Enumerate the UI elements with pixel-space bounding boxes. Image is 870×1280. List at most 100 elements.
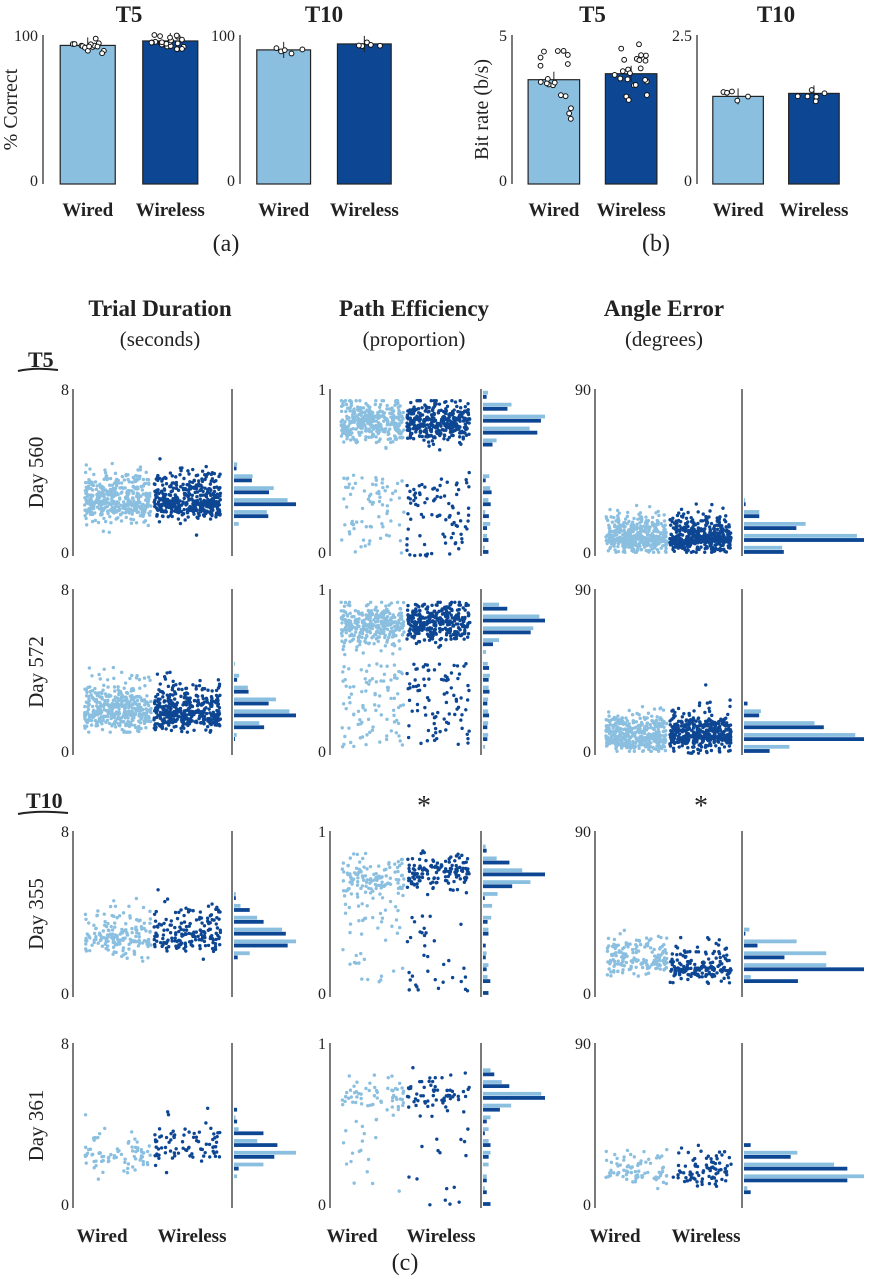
panel-c-headers: Trial Duration (seconds) Path Efficiency… <box>17 296 724 822</box>
data-point-wired <box>395 931 400 935</box>
data-point-wired <box>374 1088 379 1093</box>
data-point-wired <box>137 938 141 943</box>
data-point-wired <box>98 482 102 487</box>
data-point-wired <box>376 617 380 622</box>
data-point-wireless <box>182 946 186 951</box>
data-point-wireless <box>411 684 416 689</box>
data-point-wired <box>133 501 137 506</box>
data-point-wireless <box>457 440 462 445</box>
data-point-wired <box>110 488 114 492</box>
data-point-wired <box>87 697 91 701</box>
histogram-bar-wireless <box>483 1096 545 1100</box>
data-point <box>794 93 801 100</box>
data-point-wired <box>353 630 358 634</box>
data-point-wired <box>116 505 121 509</box>
data-point-wired <box>358 643 362 647</box>
data-point-wireless <box>451 888 455 892</box>
histogram-bar-wired <box>483 1127 489 1132</box>
data-point-wireless <box>213 1154 218 1159</box>
data-point-wireless <box>415 708 420 713</box>
data-point-wired <box>376 416 381 420</box>
data-point-wired <box>382 419 386 423</box>
data-point-wired <box>134 521 139 525</box>
data-point-wired <box>148 708 152 712</box>
data-point-wired <box>143 684 147 688</box>
histogram-bar-wired <box>483 1103 512 1108</box>
data-point-wired <box>374 478 379 482</box>
data-point-wired <box>349 875 353 879</box>
data-point-wired <box>95 505 100 509</box>
data-point-wired <box>402 877 406 881</box>
data-point-wireless <box>453 600 457 604</box>
data-point <box>734 97 741 104</box>
data-point-wired <box>119 716 124 720</box>
data-point-wired <box>348 922 353 926</box>
data-point-wireless <box>461 1089 466 1094</box>
data-point-wired <box>126 730 131 734</box>
histogram-bar-wired <box>234 1127 239 1132</box>
data-point-wireless <box>204 1121 208 1125</box>
histogram-bar-wired <box>234 709 290 714</box>
data-point-wireless <box>420 413 425 417</box>
data-point-wired <box>368 423 373 427</box>
data-point-wireless <box>406 512 410 516</box>
histogram-bar-wired <box>483 915 492 920</box>
data-point-wired <box>358 423 362 427</box>
data-point-wireless <box>198 497 202 501</box>
data-point-wireless <box>406 496 411 500</box>
data-point-wireless <box>179 726 183 730</box>
data-point-wired <box>83 704 87 709</box>
data-point-wired <box>370 728 375 732</box>
data-point-wired <box>93 699 97 703</box>
histogram-bar-wireless <box>234 502 296 507</box>
data-point-wireless <box>192 1131 196 1136</box>
data-point-wired <box>363 411 367 415</box>
data-point-wired <box>120 474 125 479</box>
data-point-wireless <box>184 686 188 691</box>
data-point-wireless <box>448 552 452 556</box>
data-point-wired <box>113 719 118 723</box>
data-point-wired <box>108 476 113 481</box>
data-point-wireless <box>405 543 409 547</box>
data-point-wired <box>349 1159 353 1164</box>
data-point-wireless <box>206 487 210 492</box>
data-point-wireless <box>467 688 471 693</box>
data-point-wired <box>386 437 391 441</box>
panel-label-a: (a) <box>213 231 240 257</box>
histogram-bar-wired <box>483 951 487 956</box>
y-tick-label-min: 0 <box>684 173 692 190</box>
data-point-wireless <box>406 603 410 608</box>
data-point-wireless <box>170 509 174 513</box>
data-point-wireless <box>455 866 460 870</box>
data-point-wired <box>662 519 667 523</box>
data-point-wireless <box>405 483 409 488</box>
data-point-wireless <box>173 936 177 940</box>
data-point-wired <box>390 1074 394 1078</box>
data-point-wireless <box>204 728 208 732</box>
data-point-wireless <box>447 413 451 417</box>
data-point-wired <box>343 600 348 605</box>
data-point-wired <box>97 1131 102 1136</box>
data-point-wired <box>113 689 117 693</box>
histogram-bar-wireless <box>234 490 270 495</box>
data-point-wireless <box>208 482 213 486</box>
data-point-wired <box>380 481 384 485</box>
data-point-wired <box>141 959 145 963</box>
data-point-wireless <box>413 868 417 872</box>
data-point-wireless <box>443 541 448 545</box>
data-point-wireless <box>431 406 435 410</box>
data-point-wireless <box>407 698 412 703</box>
data-point-wireless <box>199 938 204 942</box>
data-point-wireless <box>456 852 460 856</box>
data-point-wireless <box>431 1093 436 1098</box>
data-point-wireless <box>217 508 221 512</box>
data-point-wireless <box>412 424 417 428</box>
data-point-wired <box>119 930 124 935</box>
data-point-wired <box>367 886 371 891</box>
data-point-wired <box>145 1149 150 1154</box>
data-point-wired <box>351 486 355 490</box>
data-point-wired <box>88 685 92 689</box>
data-point-wired <box>137 935 141 939</box>
data-point-wireless <box>194 533 199 537</box>
